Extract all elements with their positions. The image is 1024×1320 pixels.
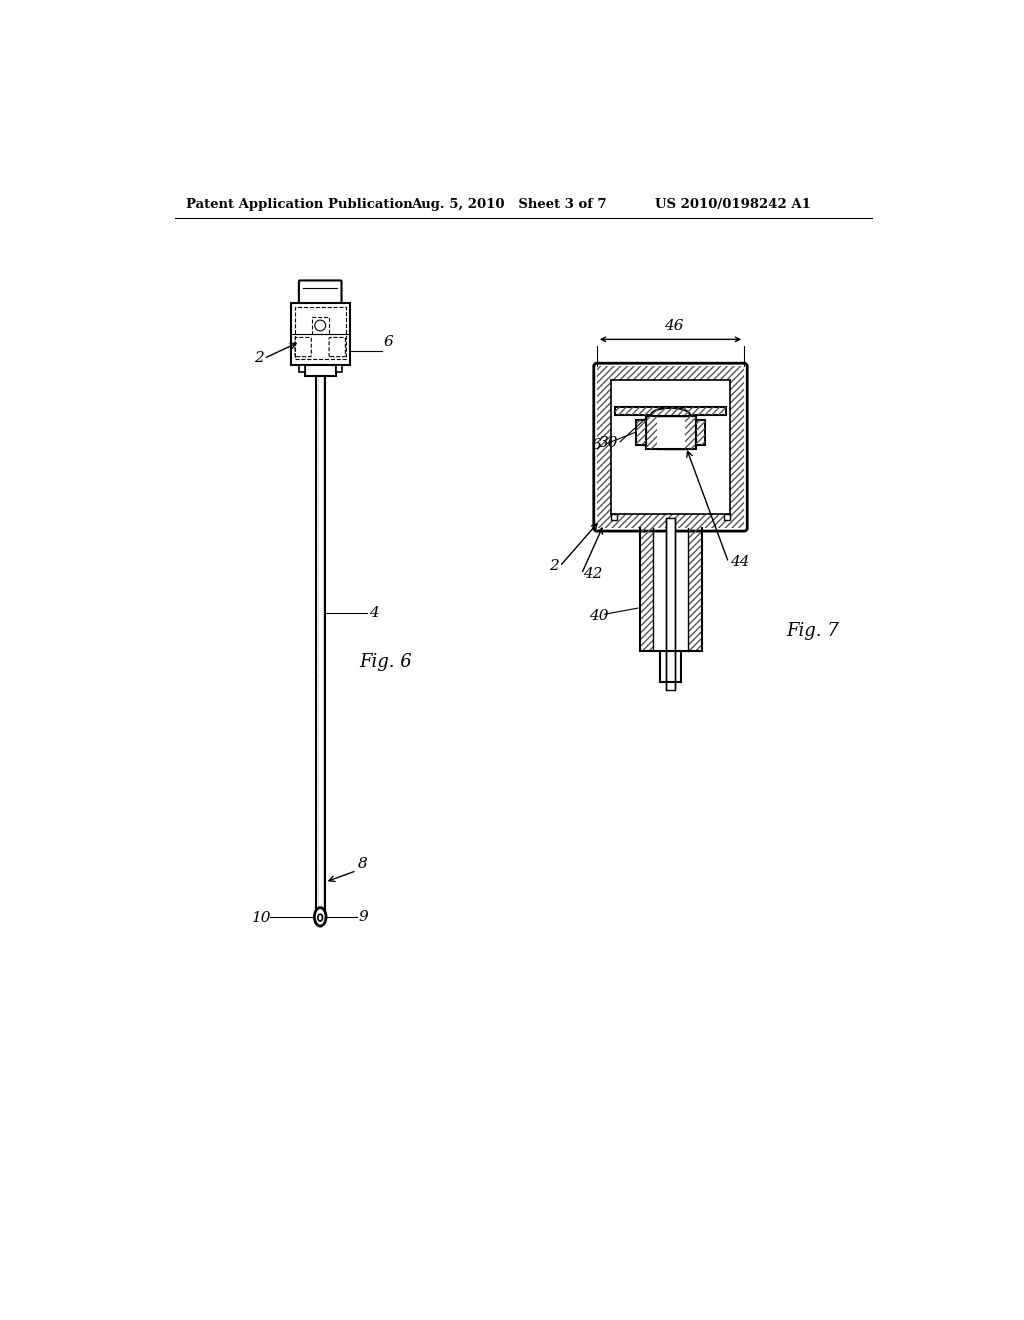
- Text: 6: 6: [592, 438, 601, 453]
- FancyBboxPatch shape: [299, 280, 342, 305]
- Bar: [646, 416, 696, 449]
- Text: 2: 2: [254, 351, 264, 364]
- Text: Aug. 5, 2010   Sheet 3 of 7: Aug. 5, 2010 Sheet 3 of 7: [411, 198, 606, 211]
- Bar: [614, 407, 726, 414]
- Bar: [687, 528, 701, 651]
- Text: 10: 10: [252, 911, 271, 925]
- Bar: [614, 407, 726, 414]
- Text: 40: 40: [589, 609, 608, 623]
- Bar: [730, 380, 744, 515]
- Ellipse shape: [314, 908, 326, 927]
- Bar: [597, 380, 611, 515]
- Bar: [291, 304, 349, 364]
- Bar: [696, 420, 706, 445]
- Text: 2: 2: [549, 560, 558, 573]
- Bar: [666, 517, 675, 689]
- Ellipse shape: [317, 915, 323, 921]
- Bar: [597, 513, 744, 528]
- Text: 6: 6: [384, 335, 393, 350]
- Text: Fig. 7: Fig. 7: [786, 622, 840, 640]
- Bar: [311, 317, 329, 334]
- Bar: [640, 528, 653, 651]
- Bar: [685, 416, 696, 449]
- Text: Patent Application Publication: Patent Application Publication: [186, 198, 413, 211]
- Bar: [611, 515, 617, 520]
- Text: 9: 9: [359, 911, 369, 924]
- Bar: [597, 367, 744, 380]
- Ellipse shape: [651, 408, 690, 422]
- Bar: [299, 364, 305, 372]
- Text: 8: 8: [358, 858, 368, 871]
- Text: 30: 30: [599, 436, 618, 450]
- Bar: [295, 308, 346, 359]
- Text: US 2010/0198242 A1: US 2010/0198242 A1: [655, 198, 811, 211]
- Bar: [305, 364, 336, 376]
- Bar: [636, 420, 646, 445]
- Bar: [336, 364, 342, 372]
- Text: 46: 46: [665, 319, 684, 333]
- Text: Fig. 6: Fig. 6: [359, 652, 412, 671]
- Text: 42: 42: [583, 568, 602, 581]
- Bar: [724, 515, 730, 520]
- Bar: [696, 420, 706, 445]
- FancyBboxPatch shape: [594, 363, 748, 531]
- Text: 4: 4: [369, 606, 379, 620]
- Bar: [646, 416, 656, 449]
- Text: 44: 44: [730, 556, 750, 569]
- Bar: [636, 420, 646, 445]
